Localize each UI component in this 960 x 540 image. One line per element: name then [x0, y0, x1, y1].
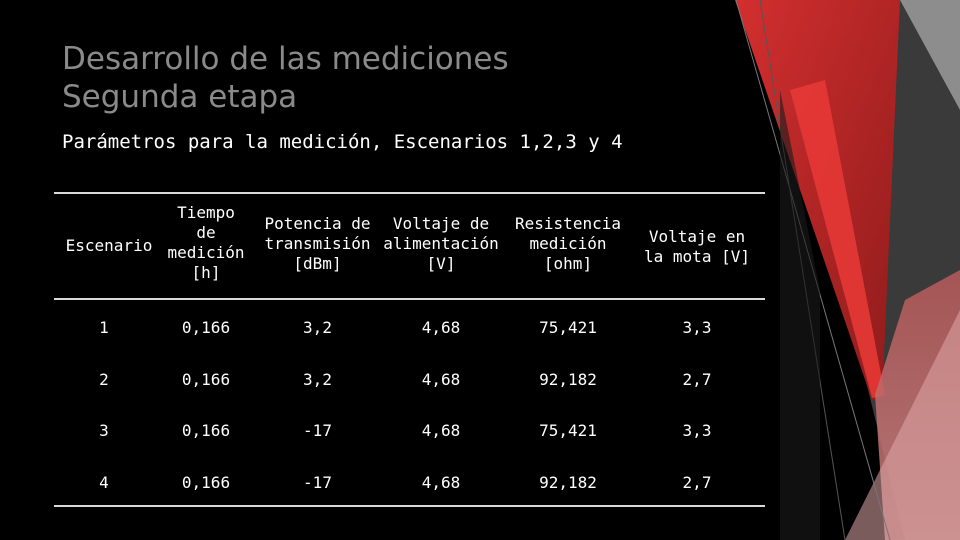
cell-voltaje-alimentacion: 4,68 — [421, 370, 461, 389]
slide-title: Desarrollo de las mediciones Segunda eta… — [62, 40, 682, 116]
cell-resistencia: 75,421 — [539, 318, 597, 337]
cell-resistencia: 75,421 — [539, 421, 597, 440]
cell-escenario: 2 — [99, 370, 109, 389]
cell-escenario: 4 — [99, 473, 109, 492]
cell-voltaje-mota: 2,7 — [682, 473, 712, 492]
table-top-rule — [54, 192, 765, 194]
cell-escenario: 1 — [99, 318, 109, 337]
header-potencia: Potencia de transmisión [dBm] — [264, 214, 371, 273]
cell-tiempo: 0,166 — [181, 421, 231, 440]
cell-tiempo: 0,166 — [181, 370, 231, 389]
cell-voltaje-alimentacion: 4,68 — [421, 473, 461, 492]
header-voltaje-mota: Voltaje en la mota [V] — [644, 227, 750, 266]
cell-potencia: 3,2 — [303, 318, 332, 337]
cell-voltaje-mota: 3,3 — [682, 318, 712, 337]
cell-escenario: 3 — [99, 421, 109, 440]
header-resistencia: Resistencia medición [ohm] — [515, 214, 621, 273]
header-voltaje-alimentacion: Voltaje de alimentación [V] — [383, 214, 499, 273]
header-escenario: Escenario — [65, 236, 153, 255]
cell-resistencia: 92,182 — [539, 370, 597, 389]
table-bottom-rule — [54, 505, 765, 507]
cell-voltaje-mota: 3,3 — [682, 421, 712, 440]
cell-potencia: 3,2 — [303, 370, 332, 389]
cell-voltaje-alimentacion: 4,68 — [421, 318, 461, 337]
cell-voltaje-mota: 2,7 — [682, 370, 712, 389]
slide-subtitle: Parámetros para la medición, Escenarios … — [62, 131, 623, 153]
red-stripe-shape — [790, 80, 885, 398]
table-header-rule — [54, 298, 765, 300]
cell-potencia: -17 — [303, 421, 332, 440]
cell-resistencia: 92,182 — [539, 473, 597, 492]
cell-potencia: -17 — [303, 473, 332, 492]
cell-tiempo: 0,166 — [181, 318, 231, 337]
title-line-1: Desarrollo de las mediciones — [62, 41, 509, 77]
cell-voltaje-alimentacion: 4,68 — [421, 421, 461, 440]
header-tiempo: Tiempo de medición [h] — [167, 203, 245, 282]
cell-tiempo: 0,166 — [181, 473, 231, 492]
dark-overlay-shape — [780, 90, 820, 540]
gray-strip-shape — [900, 0, 960, 110]
title-line-2: Segunda etapa — [62, 79, 298, 115]
